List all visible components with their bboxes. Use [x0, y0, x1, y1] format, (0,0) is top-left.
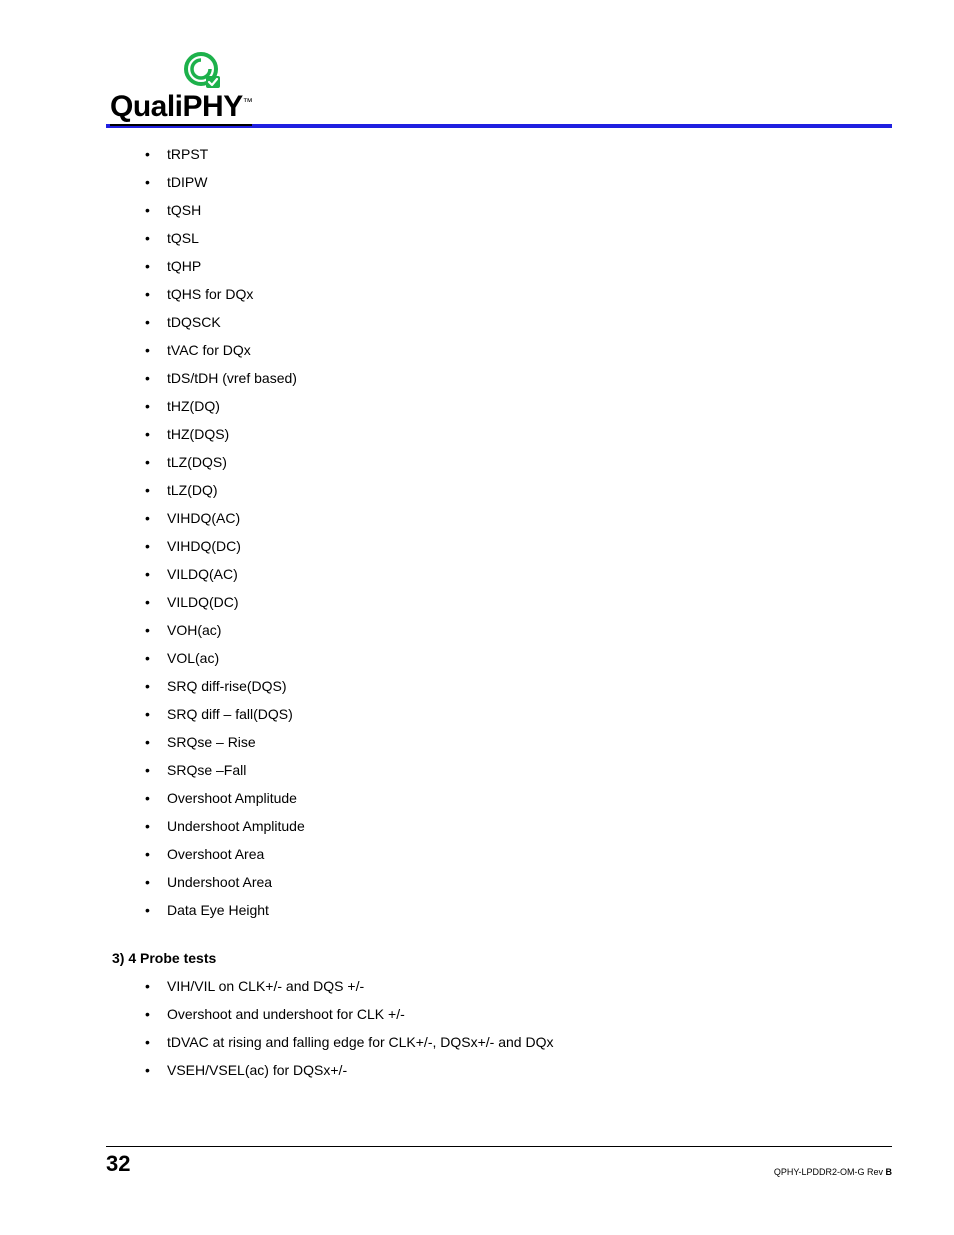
list-item: SRQ diff-rise(DQS)	[167, 672, 834, 700]
document-id: QPHY-LPDDR2-OM-G Rev B	[774, 1167, 892, 1177]
list-item: SRQse –Fall	[167, 756, 834, 784]
logo: QualiPHY™	[110, 50, 252, 126]
list-item: VIH/VIL on CLK+/- and DQS +/-	[167, 972, 834, 1000]
list-item: tDS/tDH (vref based)	[167, 364, 834, 392]
list-item: tQHP	[167, 252, 834, 280]
list-item: tQHS for DQx	[167, 280, 834, 308]
list-item: VOL(ac)	[167, 644, 834, 672]
list-item: tLZ(DQ)	[167, 476, 834, 504]
list-item: VILDQ(DC)	[167, 588, 834, 616]
list-item: Undershoot Area	[167, 868, 834, 896]
list-item: tQSH	[167, 196, 834, 224]
document-header: QualiPHY™	[0, 50, 954, 126]
list-item: tLZ(DQS)	[167, 448, 834, 476]
list-item: VOH(ac)	[167, 616, 834, 644]
list-item: Undershoot Amplitude	[167, 812, 834, 840]
logo-text: QualiPHY™	[110, 90, 252, 126]
list-item: tHZ(DQ)	[167, 392, 834, 420]
list-item: Data Eye Height	[167, 896, 834, 924]
list-item: tRPST	[167, 140, 834, 168]
list-item: Overshoot Amplitude	[167, 784, 834, 812]
list-item: tDVAC at rising and falling edge for CLK…	[167, 1028, 834, 1056]
section-heading: 3) 4 Probe tests	[112, 950, 834, 966]
list-item: tVAC for DQx	[167, 336, 834, 364]
parameter-list-2: VIH/VIL on CLK+/- and DQS +/- Overshoot …	[145, 972, 834, 1084]
list-item: VSEH/VSEL(ac) for DQSx+/-	[167, 1056, 834, 1084]
list-item: SRQse – Rise	[167, 728, 834, 756]
list-item: VIHDQ(DC)	[167, 532, 834, 560]
trademark-symbol: ™	[243, 97, 253, 108]
list-item: Overshoot Area	[167, 840, 834, 868]
list-item: VIHDQ(AC)	[167, 504, 834, 532]
page-footer: 32 QPHY-LPDDR2-OM-G Rev B	[106, 1146, 892, 1177]
page-number: 32	[106, 1151, 130, 1177]
list-item: tQSL	[167, 224, 834, 252]
page-content: tRPST tDIPW tQSH tQSL tQHP tQHS for DQx …	[0, 128, 954, 1084]
parameter-list-1: tRPST tDIPW tQSH tQSL tQHP tQHS for DQx …	[145, 140, 834, 924]
list-item: tDIPW	[167, 168, 834, 196]
qualiphy-icon	[182, 50, 224, 92]
list-item: VILDQ(AC)	[167, 560, 834, 588]
list-item: tHZ(DQS)	[167, 420, 834, 448]
list-item: SRQ diff – fall(DQS)	[167, 700, 834, 728]
list-item: tDQSCK	[167, 308, 834, 336]
list-item: Overshoot and undershoot for CLK +/-	[167, 1000, 834, 1028]
